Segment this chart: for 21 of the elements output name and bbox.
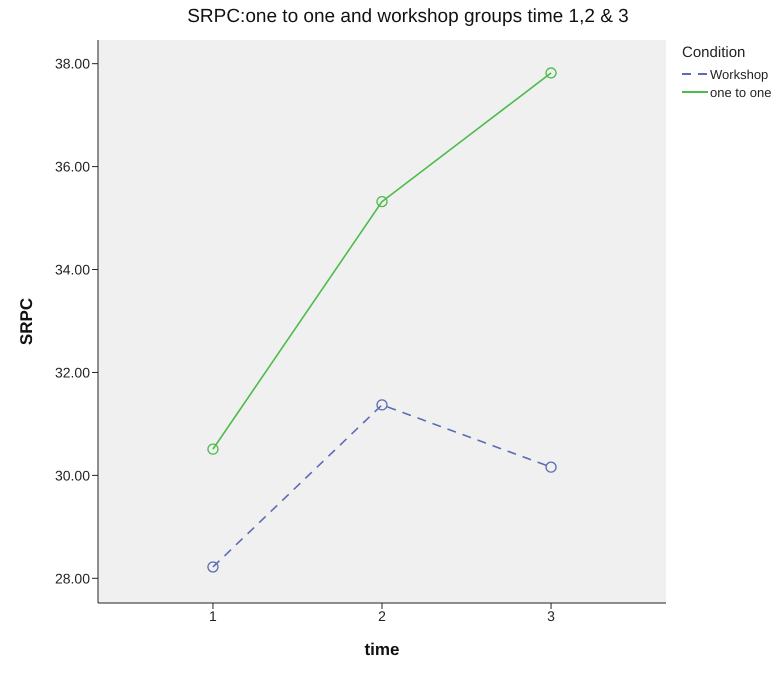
- x-tick-label: 3: [547, 608, 556, 624]
- point: [376, 196, 388, 208]
- chart-title: SRPC:one to one and workshop groups time 1,2 & 3: [186, 6, 630, 28]
- y-tick-label: 28.00: [54, 570, 90, 586]
- point: [376, 399, 388, 411]
- y-tick-label: 38.00: [54, 56, 90, 72]
- point: [207, 443, 219, 455]
- point: [545, 461, 557, 473]
- y-tick-label: 34.00: [54, 261, 90, 278]
- point: [545, 67, 557, 79]
- legend-label: Workshop: [710, 66, 768, 82]
- x-tick-label: 2: [378, 608, 386, 624]
- y-axis-title: SRPC: [17, 298, 36, 346]
- y-tick-label: 32.00: [54, 364, 90, 380]
- y-tick-label: 36.00: [54, 158, 90, 175]
- y-tick-label: 30.00: [54, 467, 90, 484]
- x-axis-title: time: [364, 640, 400, 659]
- point: [207, 561, 219, 573]
- legend-label: one to one: [710, 84, 772, 100]
- x-tick-label: 1: [209, 608, 218, 624]
- legend-title: Condition: [682, 44, 746, 61]
